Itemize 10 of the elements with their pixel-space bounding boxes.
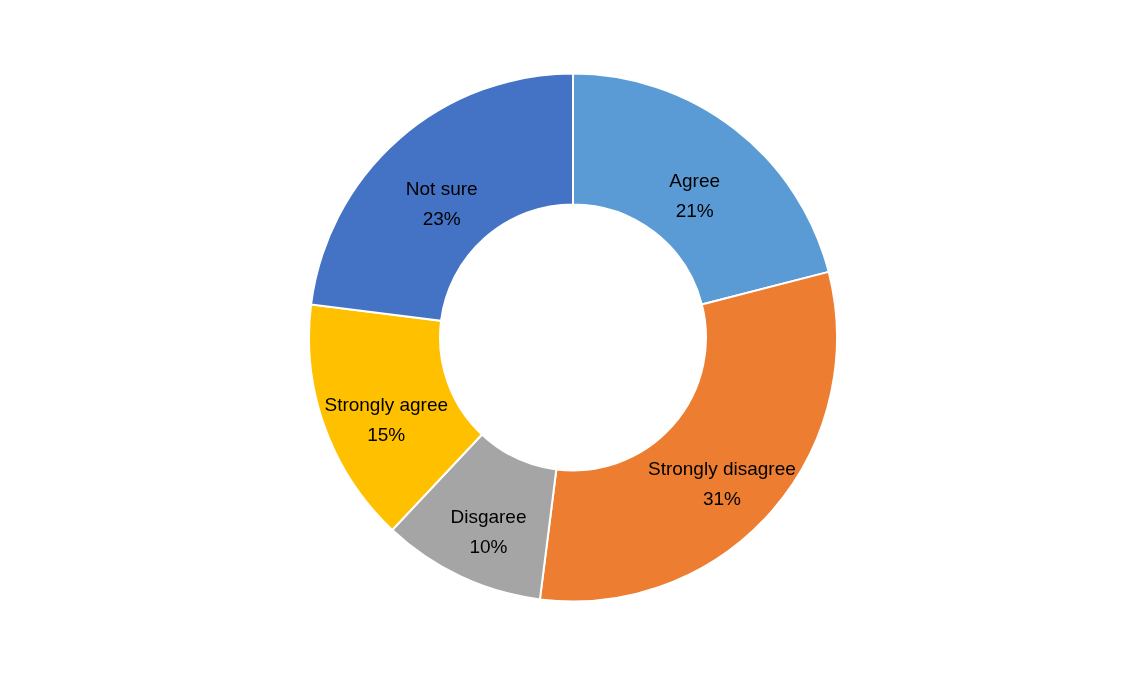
data-label: 15% <box>367 423 406 445</box>
data-label: 23% <box>422 207 461 229</box>
slice-label: Disgaree <box>450 506 527 528</box>
slice-label: Strongly agree <box>324 393 449 415</box>
slice-label: Strongly disagree <box>647 457 796 479</box>
slice-label: Agree <box>669 169 721 191</box>
data-label: 31% <box>702 487 742 509</box>
data-label: 21% <box>675 199 714 221</box>
data-label: 10% <box>469 536 508 558</box>
slice-label: Not sure <box>405 177 478 199</box>
